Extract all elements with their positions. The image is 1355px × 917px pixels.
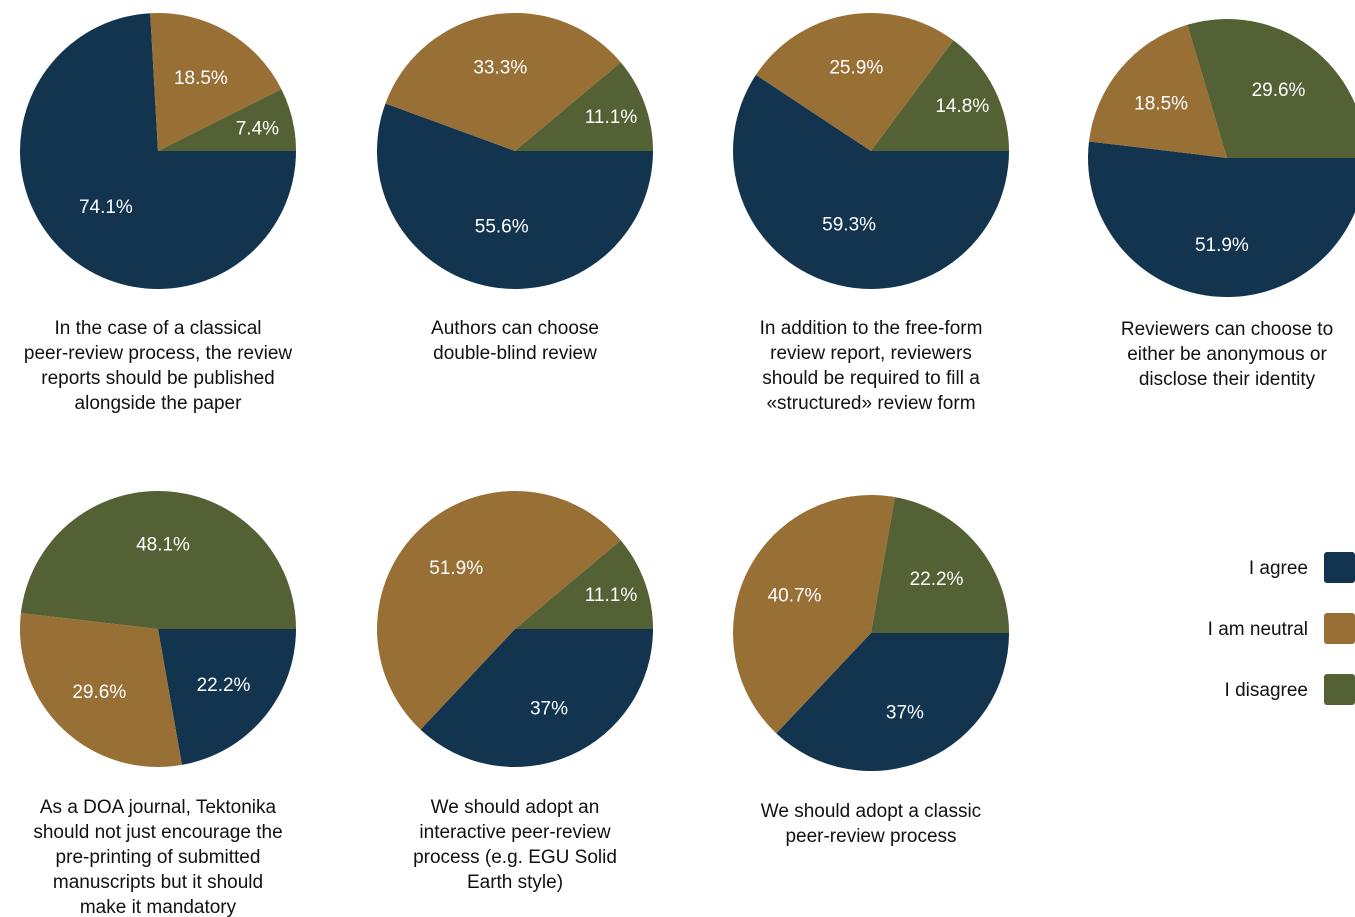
pie-slice-agree bbox=[19, 13, 296, 289]
pie-slice-disagree bbox=[20, 490, 297, 629]
caption-line: peer-review process bbox=[785, 826, 956, 847]
pie-chart-1: 74.1% 18.5% 7.4% In the case of a classical… bbox=[19, 12, 296, 414]
caption-line: Earth style) bbox=[467, 872, 563, 893]
slice-label-disagree: 14.8% bbox=[935, 96, 989, 117]
pie-caption: We should adopt a classic peer-review pro… bbox=[761, 801, 981, 847]
caption-line: In addition to the free-form bbox=[760, 318, 983, 339]
caption-line: reports should be published bbox=[41, 368, 274, 389]
pie-slice-disagree bbox=[515, 62, 653, 152]
pie-slice-disagree bbox=[871, 40, 1009, 151]
caption-line: either be anonymous or bbox=[1127, 344, 1327, 365]
caption-line: should not just encourage the bbox=[33, 822, 282, 843]
slice-label-disagree: 22.2% bbox=[910, 569, 964, 590]
slice-label-agree: 55.6% bbox=[475, 217, 529, 238]
pie-chart-4: 51.9% 18.5% 29.6% Reviewers can choose to ei… bbox=[1088, 19, 1355, 390]
legend-item-agree: I agree bbox=[1249, 552, 1355, 583]
slice-label-neutral: 18.5% bbox=[174, 68, 228, 89]
caption-line: disclose their identity bbox=[1139, 369, 1316, 390]
pie-slice-disagree bbox=[871, 497, 1009, 633]
pie-slice-agree bbox=[158, 629, 296, 765]
pie-slice-agree bbox=[420, 629, 653, 768]
caption-line: «structured» review form bbox=[766, 393, 975, 414]
pie-caption: Reviewers can choose to either be anonymo… bbox=[1121, 319, 1333, 390]
slice-label-agree: 22.2% bbox=[197, 675, 251, 696]
slice-label-disagree: 48.1% bbox=[136, 535, 190, 556]
caption-line: manuscripts but it should bbox=[53, 872, 263, 893]
legend-label: I am neutral bbox=[1208, 619, 1308, 640]
caption-line: We should adopt an bbox=[431, 797, 600, 818]
legend-swatch bbox=[1324, 552, 1355, 583]
slice-label-agree: 37% bbox=[886, 703, 924, 724]
pie-chart-2: 55.6% 33.3% 11.1% Authors can choose double-… bbox=[376, 12, 653, 364]
slice-label-agree: 37% bbox=[530, 699, 568, 720]
pie-chart-6: 37% 51.9% 11.1% We should adopt an interacti… bbox=[377, 491, 653, 893]
caption-line: As a DOA journal, Tektonika bbox=[40, 797, 277, 818]
caption-line: Authors can choose bbox=[431, 318, 599, 339]
legend-swatch bbox=[1324, 613, 1355, 644]
pie-slice-agree bbox=[733, 74, 1010, 290]
caption-line: double-blind review bbox=[433, 343, 597, 364]
legend: I agree I am neutral I disagree bbox=[1208, 552, 1355, 705]
legend-label: I agree bbox=[1249, 558, 1308, 579]
slice-label-disagree: 29.6% bbox=[1252, 80, 1306, 101]
caption-line: interactive peer-review bbox=[419, 822, 610, 843]
slice-label-disagree: 11.1% bbox=[585, 107, 638, 128]
caption-line: pre-printing of submitted bbox=[56, 847, 261, 868]
pie-slice-disagree bbox=[515, 540, 653, 629]
caption-line: peer-review process, the review bbox=[24, 343, 292, 364]
slice-label-neutral: 51.9% bbox=[429, 558, 483, 579]
pie-chart-7: 37% 40.7% 22.2% We should adopt a classic pe… bbox=[733, 495, 1009, 847]
pie-slice-agree bbox=[1088, 141, 1355, 297]
pie-slice-neutral bbox=[150, 12, 282, 151]
pie-slice-neutral bbox=[19, 612, 182, 767]
pie-slice-neutral bbox=[755, 12, 954, 151]
pie-caption: As a DOA journal, Tektonika should not ju… bbox=[33, 797, 282, 917]
slice-label-agree: 51.9% bbox=[1195, 235, 1249, 256]
pie-caption: We should adopt an interactive peer-revie… bbox=[413, 797, 617, 893]
pie-caption: Authors can choose double-blind review bbox=[431, 318, 599, 364]
caption-line: process (e.g. EGU Solid bbox=[413, 847, 617, 868]
pie-caption: In addition to the free-form review repor… bbox=[760, 318, 983, 414]
pie-slice-neutral bbox=[1088, 24, 1227, 158]
legend-item-disagree: I disagree bbox=[1225, 674, 1355, 705]
caption-line: review report, reviewers bbox=[770, 343, 972, 364]
pie-slice-disagree bbox=[1187, 19, 1355, 158]
legend-label: I disagree bbox=[1225, 680, 1308, 701]
legend-swatch bbox=[1324, 674, 1355, 705]
pie-chart-3: 59.3% 25.9% 14.8% In addition to the free-f… bbox=[733, 12, 1010, 414]
slice-label-disagree: 11.1% bbox=[585, 585, 638, 606]
pie-slice-neutral bbox=[733, 495, 895, 734]
pie-chart-5: 22.2% 29.6% 48.1% As a DOA journal, Tektoni… bbox=[19, 490, 297, 917]
caption-line: In the case of a classical bbox=[55, 318, 262, 339]
slice-label-neutral: 33.3% bbox=[473, 58, 527, 79]
caption-line: make it mandatory bbox=[80, 897, 237, 917]
slice-label-neutral: 18.5% bbox=[1134, 93, 1188, 114]
slice-label-neutral: 25.9% bbox=[829, 58, 883, 79]
caption-line: alongside the paper bbox=[75, 393, 243, 414]
caption-line: Reviewers can choose to bbox=[1121, 319, 1333, 340]
slice-label-neutral: 40.7% bbox=[768, 586, 822, 607]
pie-slice-agree bbox=[776, 633, 1009, 772]
pie-slice-neutral bbox=[385, 12, 621, 151]
pie-slice-neutral bbox=[377, 491, 621, 730]
slice-label-neutral: 29.6% bbox=[72, 682, 126, 703]
pie-caption: In the case of a classical peer-review pr… bbox=[24, 318, 292, 414]
caption-line: We should adopt a classic bbox=[761, 801, 981, 822]
slice-label-agree: 74.1% bbox=[79, 197, 133, 218]
pie-slice-agree bbox=[376, 103, 653, 289]
slice-label-agree: 59.3% bbox=[822, 215, 876, 236]
slice-label-disagree: 7.4% bbox=[236, 119, 279, 140]
pie-slice-disagree bbox=[158, 89, 296, 151]
caption-line: should be required to fill a bbox=[762, 368, 980, 389]
legend-item-neutral: I am neutral bbox=[1208, 613, 1355, 644]
